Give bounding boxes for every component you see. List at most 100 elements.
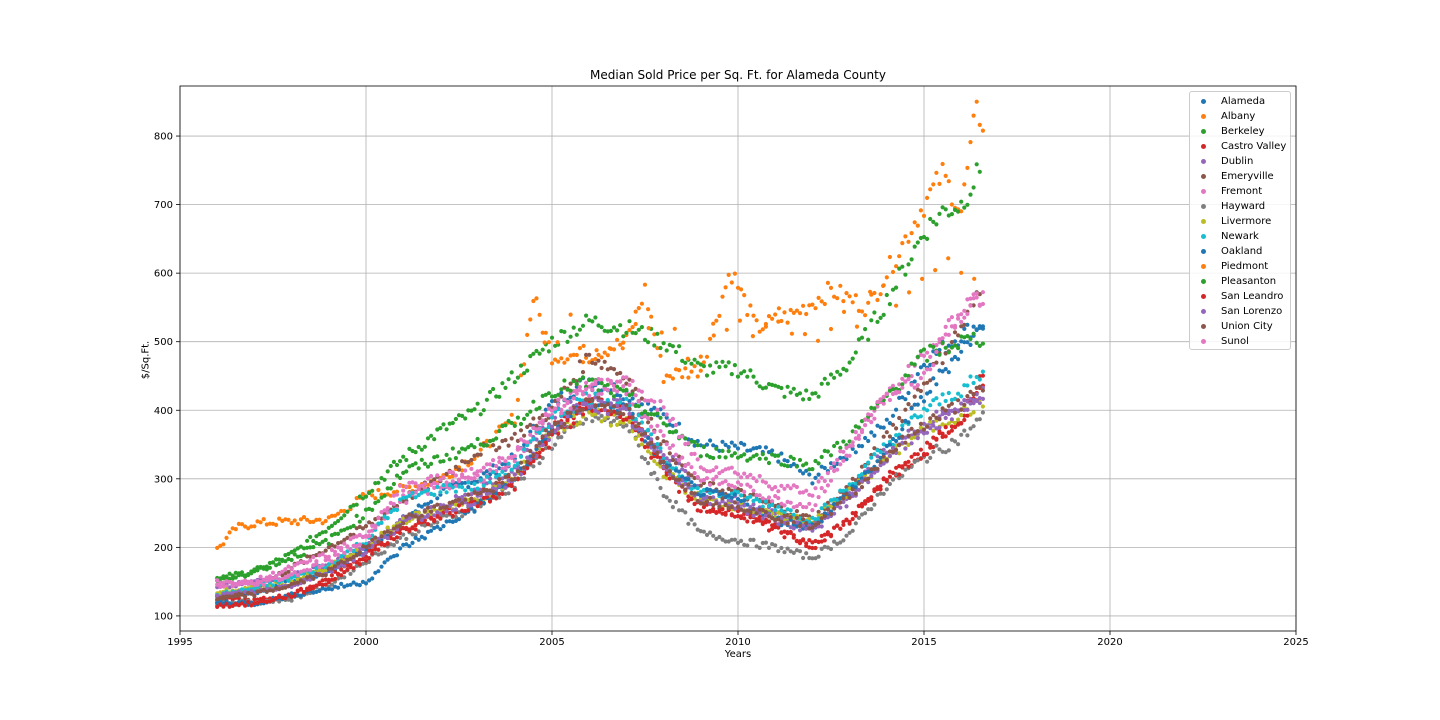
point-berkeley [342,513,347,518]
point-alameda [729,440,734,445]
point-newark [791,512,796,517]
y-tick-label: 100 [154,611,173,622]
point-hayward [441,513,446,518]
point-pleasanton [283,559,288,564]
point-san-lorenzo [438,511,443,516]
point-emeryville [475,452,480,457]
point-hayward [884,487,889,492]
point-oakland [568,414,573,419]
point-emeryville [887,434,893,439]
point-san-lorenzo [940,411,945,417]
point-union-city [577,407,583,413]
point-san-leandro [270,598,276,603]
point-union-city [649,440,654,445]
point-piedmont [920,276,925,281]
point-hayward [863,511,868,516]
point-berkeley [466,408,471,413]
point-fremont [670,443,676,448]
point-piedmont [841,309,847,314]
point-union-city [959,407,964,412]
point-alameda [921,362,927,368]
point-castro-valley [332,569,338,574]
point-piedmont [972,276,977,281]
point-fremont [556,397,561,402]
point-alameda [751,446,756,451]
point-san-lorenzo [503,485,508,490]
point-pleasanton [317,542,322,547]
point-oakland [946,370,951,375]
point-oakland [596,403,601,408]
point-oakland [952,354,958,360]
point-piedmont [894,303,899,308]
point-sunol [931,363,936,368]
point-san-leandro [246,599,251,605]
point-hayward [949,437,955,442]
point-alameda [618,393,623,398]
point-berkeley [484,397,489,402]
point-fremont [577,384,583,390]
point-pleasanton [385,486,390,491]
point-newark [556,407,561,412]
point-sunol [584,387,589,392]
point-hayward [506,491,511,496]
point-livermore [959,413,964,418]
point-berkeley [391,459,396,464]
point-hayward [714,536,719,542]
point-union-city [894,447,899,452]
point-pleasanton [956,346,961,351]
point-oakland [931,376,936,381]
point-albany [559,356,564,361]
point-albany [878,292,883,297]
point-livermore [574,422,579,427]
point-pleasanton [336,531,341,537]
point-sunol [518,437,524,442]
point-newark [450,485,455,490]
point-berkeley [921,234,927,240]
point-pleasanton [776,453,781,458]
legend-item: Pleasanton [1190,274,1290,289]
point-sunol [339,548,344,553]
point-san-leandro [627,415,632,420]
point-san-leandro [311,586,316,591]
point-berkeley [562,329,567,334]
point-sunol [587,393,592,398]
y-tick-label: 800 [154,132,173,143]
point-sunol [441,475,446,480]
point-livermore [627,419,632,424]
point-oakland [742,498,747,503]
point-albany [295,522,300,527]
point-fremont [816,495,821,500]
point-sunol [717,471,722,476]
point-oakland [909,406,914,411]
point-sunol [528,432,533,437]
point-fremont [503,465,508,470]
point-hayward [828,546,834,552]
point-albany [918,208,924,213]
point-newark [940,392,945,397]
point-union-city [797,523,803,529]
point-sunol [782,486,787,491]
point-fremont [754,493,759,498]
point-pleasanton [773,453,778,458]
point-pleasanton [906,373,911,379]
x-tick-label: 2000 [353,637,378,648]
legend-item: Emeryville [1190,169,1290,184]
point-albany [466,463,471,468]
point-albany [816,295,821,300]
point-union-city [540,434,545,439]
point-union-city [704,499,710,504]
point-fremont [866,417,871,422]
point-albany [844,291,849,296]
point-san-leandro [447,510,452,516]
point-piedmont [737,318,743,323]
point-san-lorenzo [546,437,552,443]
point-fremont [289,567,294,572]
point-oakland [413,535,418,541]
point-pleasanton [261,565,266,570]
point-hayward [866,507,871,512]
point-berkeley [404,457,409,463]
point-albany [745,312,750,318]
point-pleasanton [946,350,951,355]
point-pleasanton [233,570,238,575]
